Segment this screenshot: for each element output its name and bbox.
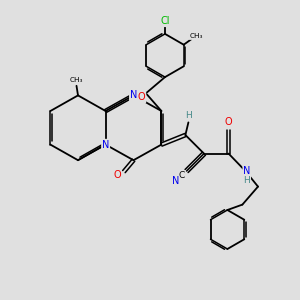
Text: N: N bbox=[243, 166, 250, 176]
Text: O: O bbox=[138, 92, 146, 103]
Text: H: H bbox=[244, 176, 250, 185]
Text: N: N bbox=[102, 140, 109, 150]
Text: N: N bbox=[172, 176, 179, 187]
Text: C: C bbox=[178, 171, 184, 180]
Text: CH₃: CH₃ bbox=[190, 33, 203, 39]
Text: H: H bbox=[185, 111, 192, 120]
Text: N: N bbox=[130, 90, 137, 100]
Text: O: O bbox=[225, 117, 232, 127]
Text: Cl: Cl bbox=[160, 16, 170, 26]
Text: CH₃: CH₃ bbox=[70, 77, 83, 83]
Text: O: O bbox=[113, 169, 121, 180]
